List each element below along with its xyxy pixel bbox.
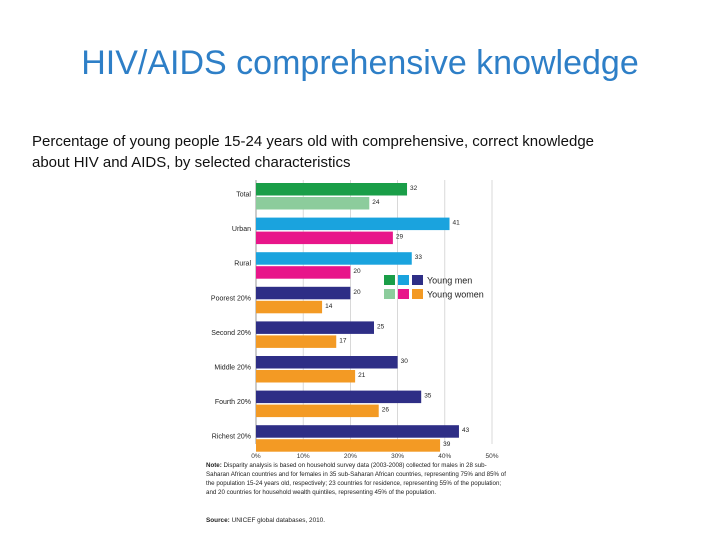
legend-swatch-men xyxy=(412,275,423,285)
bar-young-women xyxy=(256,300,323,314)
bar-young-men xyxy=(256,356,398,369)
value-label-women: 39 xyxy=(443,441,451,448)
legend-label-women: Young women xyxy=(427,290,484,300)
x-tick-label: 0% xyxy=(251,453,261,460)
value-label-men: 41 xyxy=(453,220,461,227)
value-label-men: 20 xyxy=(353,289,361,296)
source-label: Source: xyxy=(206,517,230,524)
category-label: Fourth 20% xyxy=(215,399,251,406)
slide-title: HIV/AIDS comprehensive knowledge xyxy=(81,44,639,82)
bar-young-men xyxy=(256,183,408,196)
category-label: Second 20% xyxy=(211,330,251,337)
bar-young-men xyxy=(256,425,459,438)
bar-young-women xyxy=(256,370,356,383)
value-label-women: 14 xyxy=(325,303,333,310)
bar-young-men xyxy=(256,286,351,300)
value-label-men: 25 xyxy=(377,323,385,330)
subtitle-line-2: about HIV and AIDS, by selected characte… xyxy=(32,154,351,171)
chart-note: Note: Disparity analysis is based on hou… xyxy=(206,461,506,497)
category-label: Poorest 20% xyxy=(211,295,251,302)
chart-subtitle: Percentage of young people 15-24 years o… xyxy=(32,131,692,173)
bar-young-women xyxy=(256,439,441,452)
x-tick-label: 50% xyxy=(485,453,498,460)
category-label: Middle 20% xyxy=(214,365,251,372)
value-label-women: 29 xyxy=(396,234,404,241)
subtitle-line-1: Percentage of young people 15-24 years o… xyxy=(32,133,595,150)
value-label-men: 32 xyxy=(410,185,418,192)
note-text: Disparity analysis is based on household… xyxy=(206,462,506,496)
x-tick-label: 40% xyxy=(438,453,451,460)
value-label-men: 33 xyxy=(415,254,423,261)
value-label-women: 20 xyxy=(353,268,361,275)
x-tick-label: 30% xyxy=(391,453,404,460)
legend-swatch-women xyxy=(384,289,395,299)
bar-young-women xyxy=(256,266,351,279)
value-label-men: 30 xyxy=(401,358,409,365)
bar-young-women xyxy=(256,335,337,348)
x-tick-label: 20% xyxy=(344,453,357,460)
bar-young-women xyxy=(256,404,379,418)
value-label-women: 24 xyxy=(372,199,380,206)
bar-young-men xyxy=(256,390,422,404)
value-label-men: 43 xyxy=(462,427,470,434)
bar-young-men xyxy=(256,321,374,334)
bar-young-men xyxy=(256,252,412,265)
category-label: Total xyxy=(236,192,251,199)
bar-young-men xyxy=(256,217,450,231)
legend-swatch-women xyxy=(412,289,423,299)
legend: Young men Young women xyxy=(384,275,484,300)
value-label-women: 26 xyxy=(382,407,390,414)
legend-swatch-women xyxy=(398,289,409,299)
legend-swatch-men xyxy=(384,275,395,285)
chart-source: Source: UNICEF global databases, 2010. xyxy=(206,517,325,524)
category-label: Rural xyxy=(234,261,251,268)
legend-label-men: Young men xyxy=(427,276,472,286)
category-label: Urban xyxy=(232,226,251,233)
value-label-women: 17 xyxy=(339,337,347,344)
legend-swatch-men xyxy=(398,275,409,285)
labels-layer: 0% 10% 20% 30% 40% 50% Total 32 24 Urban 41 29 Rural… xyxy=(211,185,499,460)
bars-layer xyxy=(256,183,459,452)
source-text: UNICEF global databases, 2010. xyxy=(231,517,326,524)
bar-young-women xyxy=(256,231,393,245)
value-label-women: 21 xyxy=(358,372,366,379)
bar-young-women xyxy=(256,197,370,210)
value-label-men: 35 xyxy=(424,393,432,400)
category-label: Richest 20% xyxy=(212,434,251,441)
note-label: Note: xyxy=(206,462,222,469)
x-tick-label: 10% xyxy=(297,453,310,460)
